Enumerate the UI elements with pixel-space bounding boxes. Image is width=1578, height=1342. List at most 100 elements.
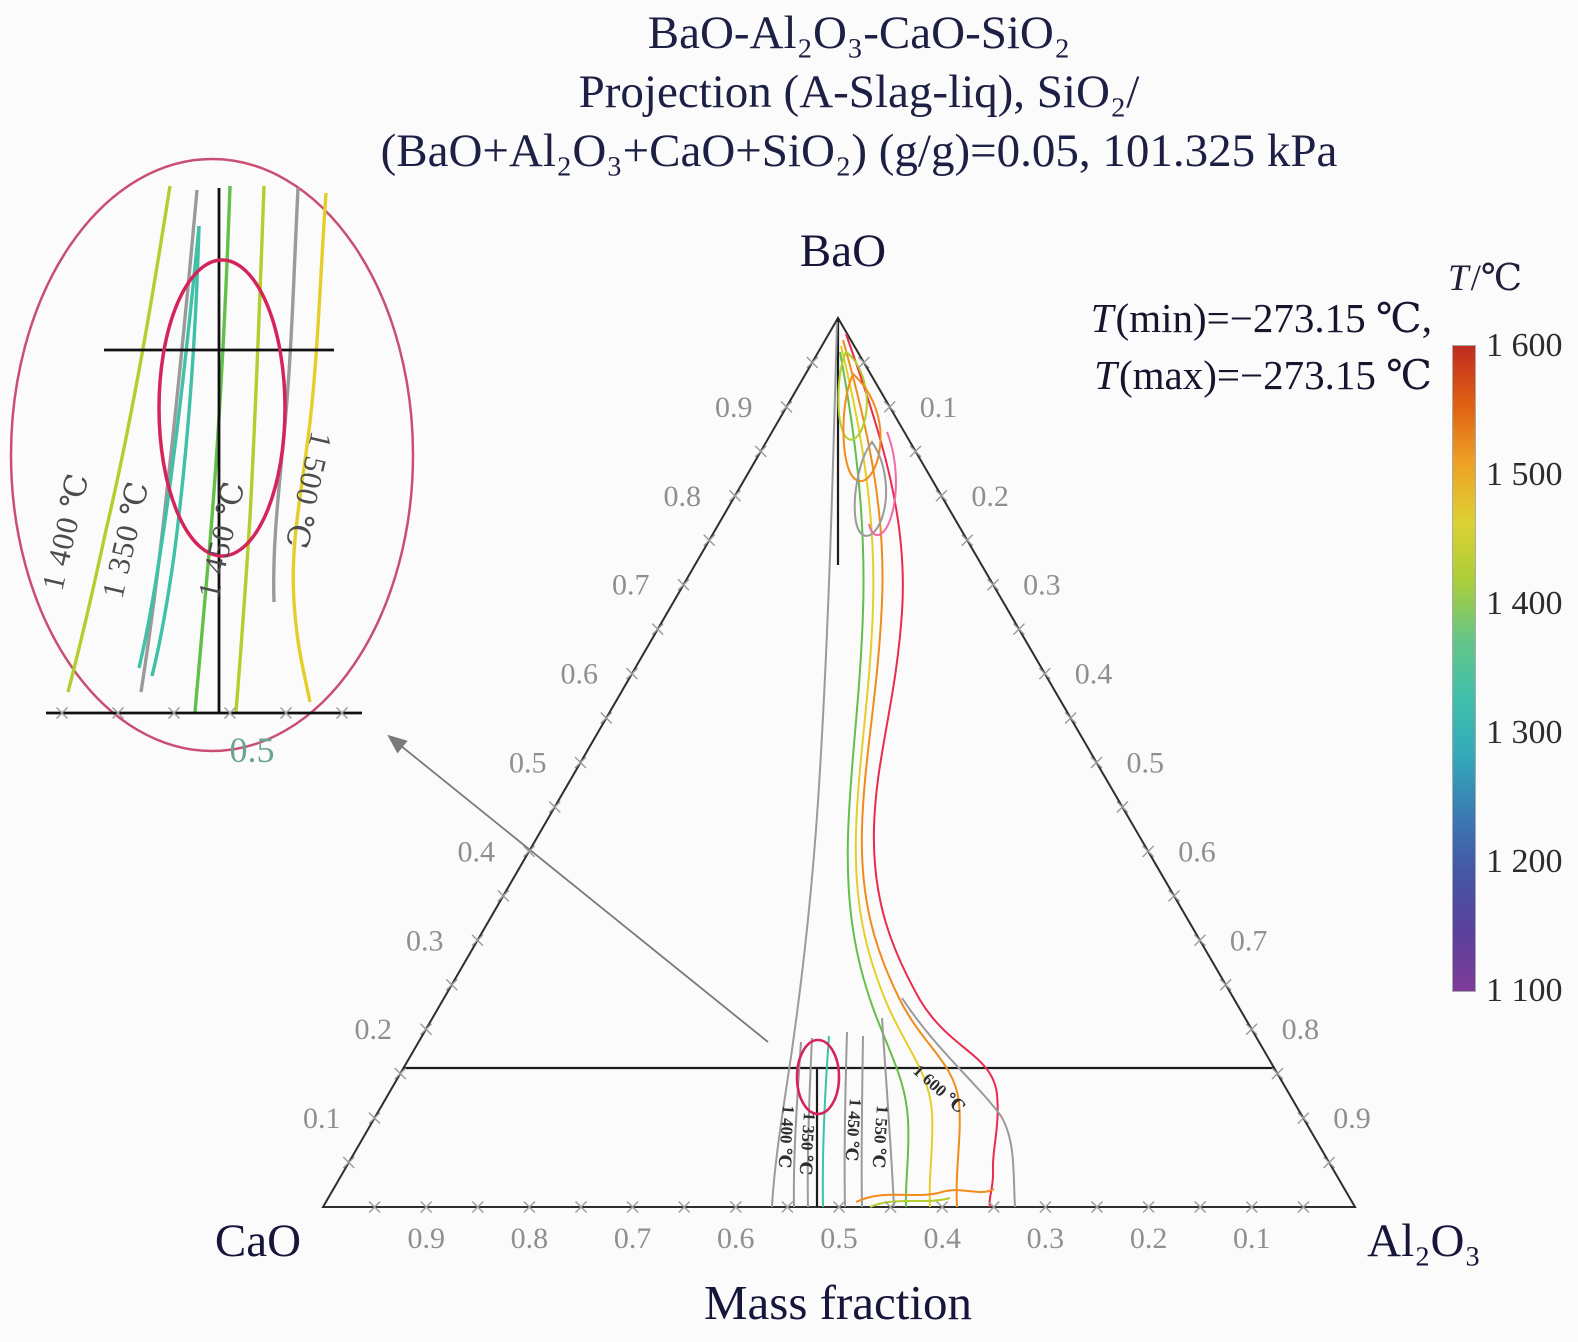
temperature-range-annotation: T(min)=−273.15 ℃, T(max)=−273.15 ℃	[1091, 290, 1432, 403]
axis-tick-mark	[1064, 712, 1077, 725]
axis-tick-mark	[936, 1201, 949, 1213]
colorbar-tick-label: 1 500	[1486, 456, 1563, 493]
axis-tick-mark	[112, 707, 124, 719]
axis-tick-mark	[1091, 1201, 1103, 1213]
axis-tick-label: 0.7	[612, 569, 650, 602]
inset-contour-label: 1 400 ℃	[35, 470, 96, 594]
contour-line	[839, 351, 910, 1208]
t-max-annotation: T(max)=−273.15 ℃	[1091, 347, 1432, 404]
contour-line	[842, 339, 961, 1208]
axis-tick-mark	[651, 623, 664, 636]
axis-tick-label: 0.3	[1023, 569, 1061, 602]
axis-tick-mark	[548, 800, 561, 813]
axis-tick-label: 0.6	[1178, 835, 1216, 868]
axis-tick-mark	[1193, 934, 1206, 947]
colorbar-gradient	[1452, 345, 1476, 992]
axis-tick-mark	[445, 978, 458, 991]
axis-tick-label: 0.6	[717, 1222, 755, 1255]
axis-tick-label: 0.8	[664, 480, 702, 513]
axis-tick-mark	[987, 1201, 1000, 1213]
zoom-region-ellipse	[795, 1038, 841, 1116]
contour-line	[843, 1031, 848, 1208]
axis-tick-mark	[368, 1201, 381, 1213]
contour-label: 1 450 ℃	[842, 1098, 865, 1162]
inset-boundary-ellipse	[9, 157, 415, 753]
inset-contour-line	[234, 185, 266, 713]
axis-tick-label: 0.9	[407, 1222, 445, 1255]
axis-label-mass-fraction: Mass fraction	[703, 1275, 973, 1330]
contour-line	[845, 333, 999, 1208]
axis-tick-label: 0.5	[509, 747, 547, 780]
t-min-value: (min)=−273.15 ℃,	[1115, 295, 1432, 341]
axis-tick-label: 0.7	[614, 1222, 652, 1255]
vertex-label-al2o3: Al₂O₃	[1367, 1215, 1481, 1267]
colorbar-tick-label: 1 300	[1486, 714, 1563, 751]
axis-tick-mark	[1271, 1067, 1284, 1080]
axis-tick-mark	[368, 1112, 381, 1125]
axis-tick-mark	[1194, 1201, 1207, 1213]
axis-tick-mark	[703, 534, 716, 547]
axis-tick-mark	[678, 1201, 691, 1213]
axis-tick-mark	[471, 1201, 484, 1213]
axis-tick-mark	[1090, 756, 1103, 769]
contour-line	[868, 431, 897, 536]
axis-tick-label: 0.2	[1130, 1222, 1168, 1255]
axis-tick-mark	[909, 445, 922, 458]
axis-tick-mark	[574, 756, 587, 769]
colorbar-title: T/℃	[1448, 256, 1522, 300]
axis-tick-mark	[342, 1156, 355, 1169]
axis-tick-label: 0.6	[561, 658, 599, 691]
axis-tick-label: 0.1	[920, 391, 958, 424]
contour-loop	[853, 440, 888, 537]
axis-tick-mark	[626, 667, 638, 680]
axis-tick-mark	[168, 707, 180, 719]
t-max-symbol: T	[1094, 351, 1117, 398]
t-min-annotation: T(min)=−273.15 ℃,	[1091, 290, 1432, 347]
t-max-value: (max)=−273.15 ℃	[1118, 351, 1432, 398]
axis-tick-mark	[677, 578, 690, 591]
axis-tick-mark	[806, 356, 819, 369]
axis-tick-label: 0.7	[1230, 924, 1268, 957]
axis-tick-mark	[729, 489, 741, 502]
axis-tick-mark	[420, 1201, 433, 1213]
axis-tick-mark	[523, 845, 535, 858]
axis-tick-mark	[1297, 1201, 1310, 1213]
axis-tick-mark	[1039, 1201, 1052, 1213]
inset-contour-label: 1 500 ℃	[278, 428, 339, 552]
axis-tick-mark	[56, 707, 68, 719]
axis-tick-mark	[884, 1201, 897, 1213]
magnifier-arrow	[387, 734, 769, 1043]
axis-tick-mark	[883, 400, 896, 413]
axis-tick-mark	[1245, 1201, 1258, 1213]
contour-line	[806, 1037, 813, 1208]
chart-title-line3: (BaO+Al₂O₃+CaO+SiO₂) (g/g)=0.05, 101.325…	[380, 125, 1338, 178]
contour-label: 1 550 ℃	[869, 1105, 892, 1169]
contour-line	[881, 1017, 895, 1208]
axis-tick-mark	[1116, 800, 1129, 813]
axis-tick-mark	[935, 489, 948, 502]
chart-title-line2: Projection (A-Slag-liq), SiO₂/	[578, 66, 1140, 119]
axis-tick-mark	[471, 934, 484, 947]
axis-tick-label: 0.9	[1333, 1102, 1371, 1135]
axis-tick-mark	[833, 1201, 845, 1213]
colorbar-title-unit: /℃	[1470, 258, 1523, 299]
axis-tick-label: 0.5	[820, 1222, 858, 1255]
axis-tick-mark	[497, 889, 510, 902]
axis-tick-label: 0.4	[458, 835, 496, 868]
t-min-symbol: T	[1090, 295, 1114, 341]
axis-tick-label: 0.8	[511, 1222, 549, 1255]
axis-tick-label: 0.3	[1027, 1222, 1065, 1255]
axis-tick-label: 0.1	[303, 1102, 341, 1135]
contour-line	[821, 1035, 830, 1208]
axis-tick-label: 0.2	[355, 1013, 393, 1046]
axis-tick-label: 0.9	[715, 391, 753, 424]
inset-contour-line	[139, 189, 199, 693]
inset-contour-line	[193, 185, 232, 713]
axis-tick-mark	[729, 1201, 742, 1213]
axis-tick-label: 0.4	[923, 1222, 961, 1255]
axis-tick-label: 0.1	[1233, 1222, 1271, 1255]
axis-tick-label: 0.4	[1075, 658, 1113, 691]
contour-line	[860, 1035, 864, 1208]
axis-tick-mark	[781, 1201, 794, 1213]
